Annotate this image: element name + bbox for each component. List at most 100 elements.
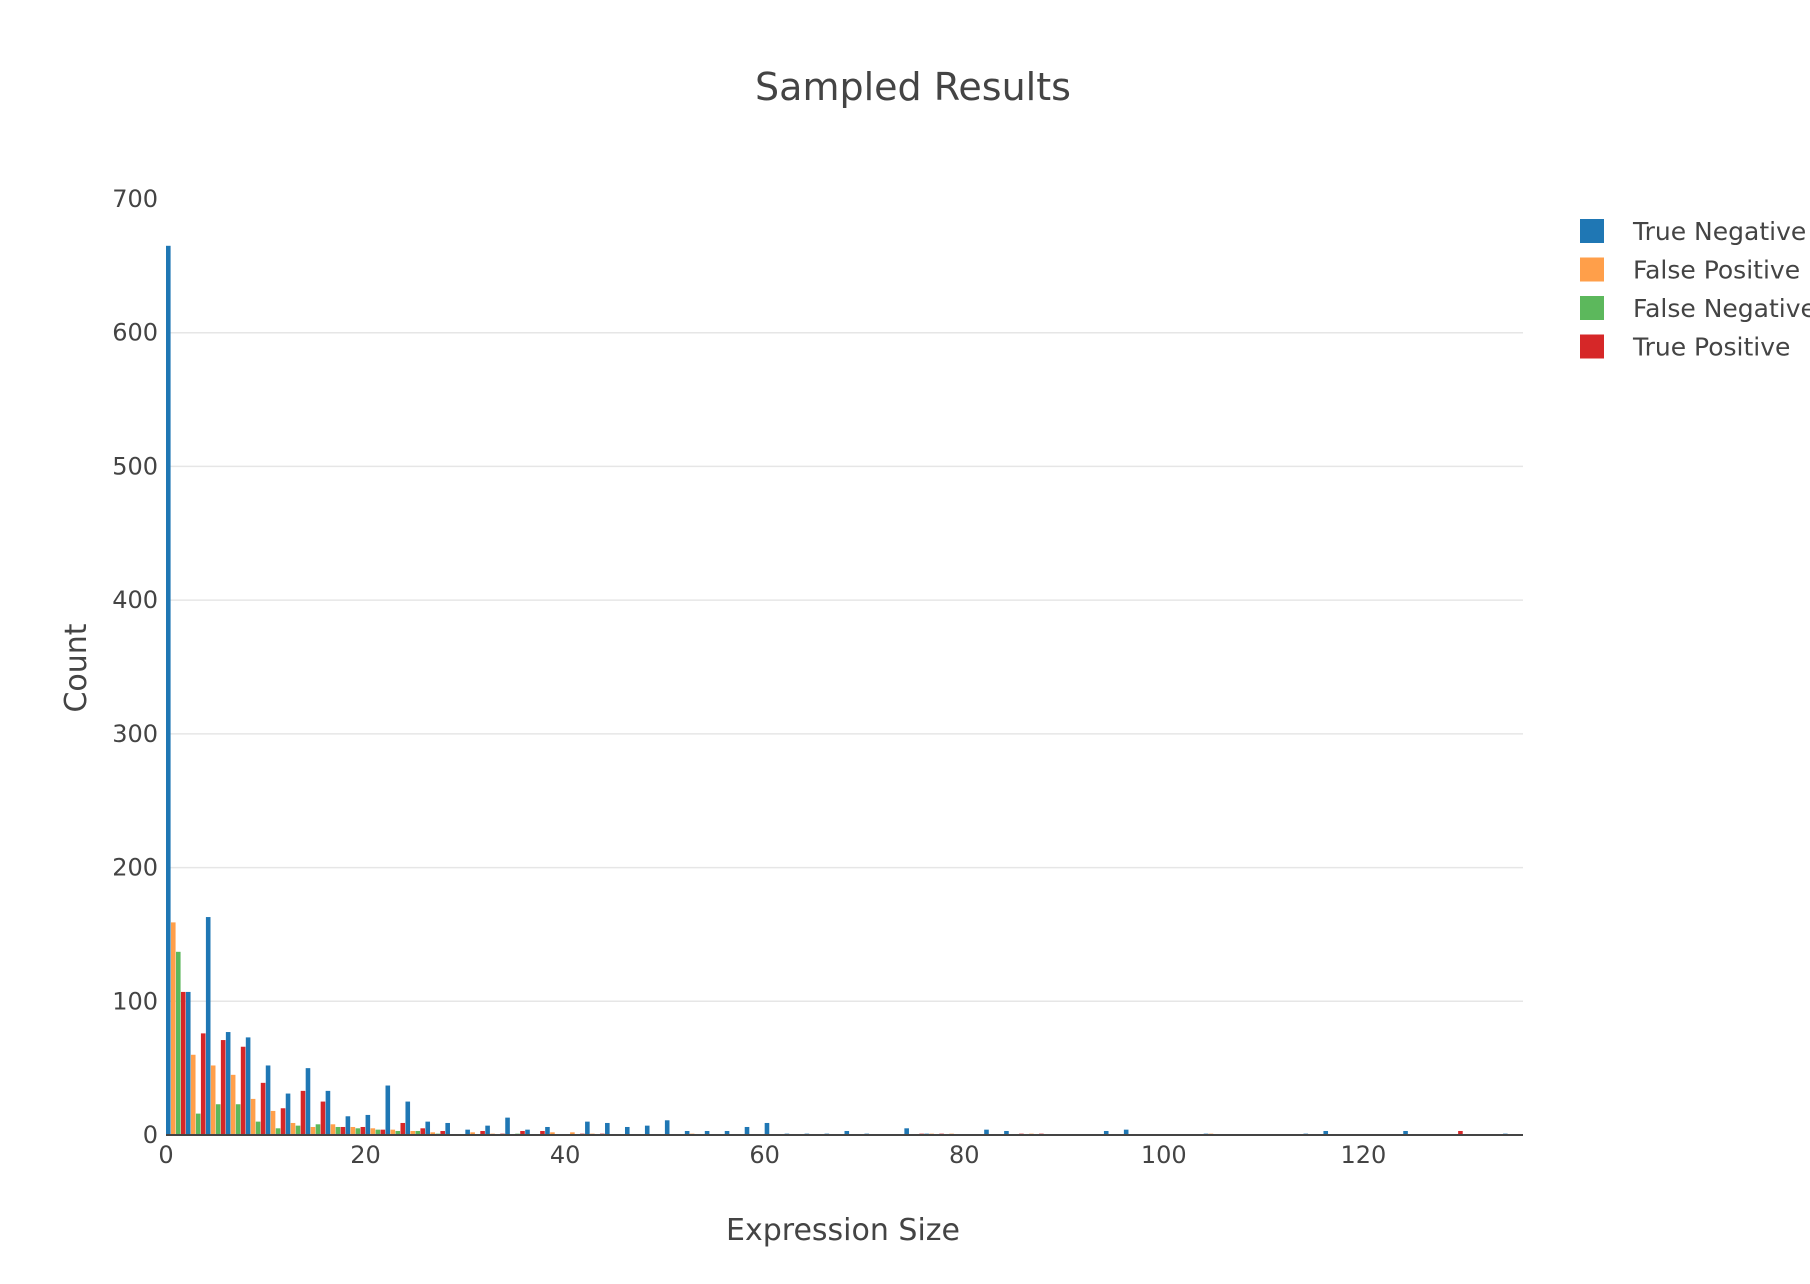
bar-true-positive[interactable] — [280, 1108, 286, 1135]
bar-false-positive[interactable] — [170, 922, 176, 1135]
x-tick-label: 20 — [350, 1141, 381, 1169]
bar-true-negative[interactable] — [644, 1125, 650, 1135]
bar-true-negative[interactable] — [425, 1121, 431, 1135]
legend[interactable]: True Negative False Positive False Negativ… — [1580, 217, 1810, 362]
bar-true-negative[interactable] — [445, 1122, 450, 1135]
bar-true-negative[interactable] — [525, 1129, 530, 1135]
bar-false-negative[interactable] — [295, 1125, 301, 1135]
bar-false-negative[interactable] — [375, 1129, 381, 1135]
bar-true-negative[interactable] — [485, 1125, 490, 1135]
bar-true-positive[interactable] — [440, 1130, 445, 1135]
bar-true-positive[interactable] — [260, 1082, 266, 1135]
bar-true-positive[interactable] — [320, 1101, 326, 1135]
bar-true-positive[interactable] — [360, 1126, 366, 1135]
bar-true-positive[interactable] — [240, 1046, 246, 1135]
bar-true-negative[interactable] — [265, 1065, 271, 1135]
bar-false-positive[interactable] — [250, 1098, 256, 1135]
bar-false-negative[interactable] — [275, 1128, 281, 1135]
x-tick-label: 60 — [749, 1141, 780, 1169]
bar-true-negative[interactable] — [1103, 1130, 1109, 1135]
bar-true-negative[interactable] — [305, 1068, 311, 1135]
x-tick-label: 120 — [1340, 1141, 1386, 1169]
bar-true-negative[interactable] — [605, 1122, 610, 1135]
bar-true-negative[interactable] — [166, 245, 171, 1136]
bar-true-positive[interactable] — [300, 1090, 306, 1135]
bar-false-negative[interactable] — [335, 1126, 341, 1135]
bar-true-negative[interactable] — [1123, 1129, 1129, 1135]
legend-item[interactable]: True Positive — [1580, 333, 1790, 362]
bar-true-negative[interactable] — [225, 1032, 231, 1135]
bar-false-negative[interactable] — [415, 1130, 421, 1135]
bars — [166, 245, 1508, 1136]
bar-true-negative[interactable] — [904, 1128, 909, 1135]
bar-true-negative[interactable] — [585, 1121, 590, 1135]
bar-true-negative[interactable] — [1004, 1130, 1009, 1135]
bar-false-negative[interactable] — [395, 1130, 401, 1135]
bar-false-positive[interactable] — [270, 1110, 276, 1135]
y-tick-label: 300 — [112, 720, 158, 748]
bar-true-positive[interactable] — [200, 1033, 206, 1135]
bar-false-positive[interactable] — [570, 1132, 575, 1135]
x-tick-label: 0 — [158, 1141, 173, 1169]
bar-false-positive[interactable] — [210, 1065, 216, 1135]
bar-true-negative[interactable] — [704, 1130, 710, 1135]
bar-false-positive[interactable] — [430, 1132, 436, 1135]
bar-true-positive[interactable] — [400, 1122, 406, 1135]
bar-true-negative[interactable] — [764, 1122, 770, 1135]
bar-true-negative[interactable] — [405, 1101, 411, 1135]
bar-false-positive[interactable] — [190, 1054, 196, 1135]
bar-true-positive[interactable] — [220, 1040, 226, 1135]
bar-false-positive[interactable] — [470, 1132, 475, 1135]
bar-true-negative[interactable] — [325, 1090, 331, 1135]
bar-true-positive[interactable] — [380, 1129, 386, 1135]
bar-true-positive[interactable] — [540, 1130, 545, 1135]
bar-false-positive[interactable] — [330, 1124, 336, 1135]
bar-true-positive[interactable] — [480, 1130, 485, 1135]
legend-item[interactable]: False Negative — [1580, 294, 1810, 323]
bar-false-positive[interactable] — [290, 1122, 296, 1135]
bar-false-positive[interactable] — [390, 1129, 396, 1135]
bar-false-negative[interactable] — [235, 1104, 241, 1135]
legend-item[interactable]: False Positive — [1580, 256, 1800, 285]
x-tick-label: 100 — [1141, 1141, 1187, 1169]
bar-true-negative[interactable] — [624, 1126, 630, 1135]
bar-true-negative[interactable] — [1323, 1130, 1329, 1135]
bar-false-positive[interactable] — [350, 1126, 356, 1135]
bar-true-negative[interactable] — [385, 1085, 391, 1135]
bar-false-negative[interactable] — [255, 1121, 261, 1135]
bar-true-negative[interactable] — [744, 1126, 750, 1135]
bar-true-negative[interactable] — [465, 1129, 470, 1135]
bar-true-negative[interactable] — [245, 1037, 251, 1135]
bar-true-negative[interactable] — [365, 1114, 371, 1135]
bar-true-negative[interactable] — [844, 1130, 850, 1135]
bar-true-negative[interactable] — [545, 1126, 550, 1135]
bar-true-negative[interactable] — [724, 1130, 730, 1135]
bar-true-positive[interactable] — [520, 1130, 525, 1135]
bar-true-positive[interactable] — [180, 991, 186, 1135]
bar-false-positive[interactable] — [310, 1126, 316, 1135]
bar-true-positive[interactable] — [1458, 1130, 1463, 1135]
bar-true-negative[interactable] — [345, 1116, 351, 1135]
bar-true-negative[interactable] — [664, 1120, 670, 1135]
bar-true-positive[interactable] — [420, 1128, 426, 1135]
bar-false-positive[interactable] — [550, 1132, 555, 1135]
bar-false-positive[interactable] — [370, 1128, 376, 1135]
bar-true-negative[interactable] — [505, 1117, 510, 1135]
bar-true-negative[interactable] — [285, 1093, 291, 1135]
bar-true-negative[interactable] — [205, 917, 211, 1135]
bar-false-negative[interactable] — [315, 1124, 321, 1135]
bar-true-negative[interactable] — [185, 991, 191, 1135]
bar-false-positive[interactable] — [230, 1074, 236, 1135]
bar-true-negative[interactable] — [1403, 1130, 1408, 1135]
bar-false-negative[interactable] — [355, 1128, 361, 1135]
bar-true-negative[interactable] — [684, 1130, 690, 1135]
legend-item[interactable]: True Negative — [1580, 217, 1806, 246]
bar-false-negative[interactable] — [195, 1113, 201, 1135]
bar-false-positive[interactable] — [410, 1130, 416, 1135]
bar-true-negative[interactable] — [984, 1129, 989, 1135]
legend-swatch — [1580, 334, 1604, 359]
bar-true-positive[interactable] — [340, 1126, 346, 1135]
bar-false-negative[interactable] — [175, 951, 181, 1135]
legend-label: True Negative — [1632, 217, 1806, 246]
bar-false-negative[interactable] — [215, 1104, 221, 1135]
